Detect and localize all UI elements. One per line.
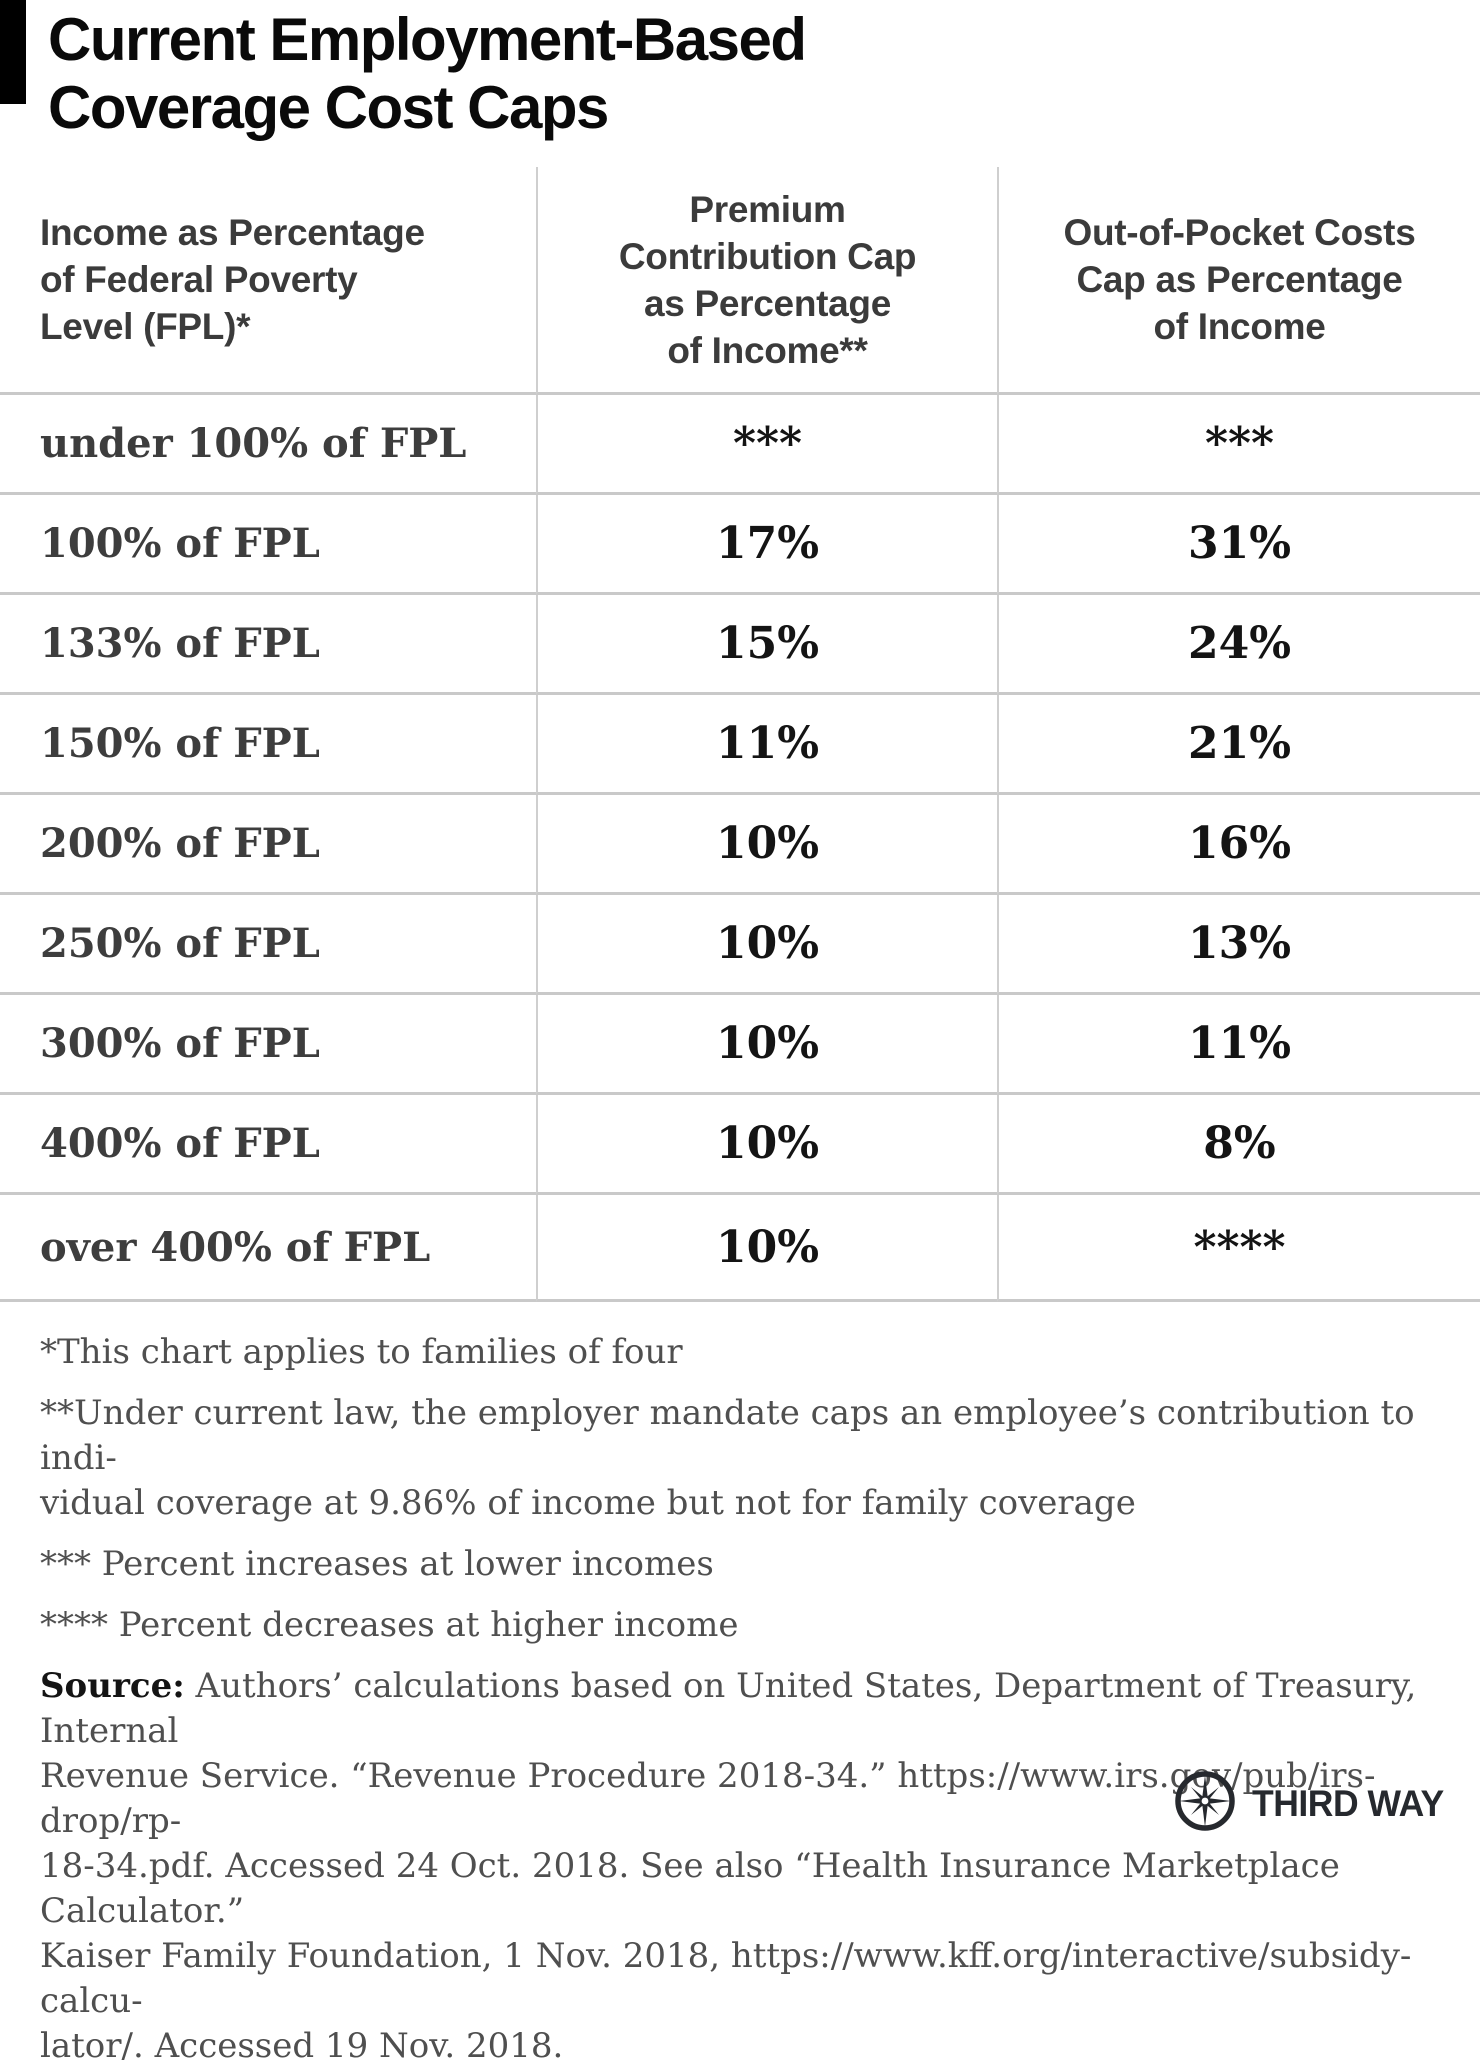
income-cell: 133% of FPL (0, 595, 536, 695)
footnote-percent-increases: *** Percent increases at lower incomes (40, 1544, 714, 1584)
third-way-wordmark: THIRD WAY (1252, 1782, 1445, 1824)
income-cell: 300% of FPL (0, 995, 536, 1095)
premium-cap-cell: 10% (536, 1195, 997, 1302)
premium-cap-cell: 10% (536, 795, 997, 895)
column-header-premium-cap: Premium Contribution Cap as Percentage o… (536, 167, 997, 395)
premium-cap-cell: 11% (536, 695, 997, 795)
oop-cap-cell: 24% (997, 595, 1480, 695)
footnote-families: *This chart applies to families of four (40, 1332, 683, 1372)
oop-cap-cell: *** (997, 395, 1480, 495)
title-accent-bar (0, 0, 26, 104)
oop-cap-cell: 31% (997, 495, 1480, 595)
page-title: Current Employment-Based Coverage Cost C… (48, 6, 807, 141)
income-cell: 400% of FPL (0, 1095, 536, 1195)
income-cell: 200% of FPL (0, 795, 536, 895)
income-cell: over 400% of FPL (0, 1195, 536, 1302)
oop-cap-cell: 21% (997, 695, 1480, 795)
column-header-oop-cap-label: Out-of-Pocket Costs Cap as Percentage of… (1063, 212, 1416, 347)
source-label: Source: (40, 1666, 185, 1706)
premium-cap-cell: *** (536, 395, 997, 495)
column-header-income: Income as Percentage of Federal Poverty … (0, 167, 536, 395)
premium-cap-cell: 10% (536, 1095, 997, 1195)
column-header-premium-cap-label: Premium Contribution Cap as Percentage o… (618, 188, 917, 371)
premium-cap-cell: 17% (536, 495, 997, 595)
source-first-line: Authors’ calculations based on United St… (40, 1666, 1417, 1751)
column-header-oop-cap: Out-of-Pocket Costs Cap as Percentage of… (997, 167, 1480, 395)
income-cell: 250% of FPL (0, 895, 536, 995)
premium-cap-cell: 15% (536, 595, 997, 695)
third-way-logo: THIRD WAY (1174, 1770, 1452, 1837)
oop-cap-cell: **** (997, 1195, 1480, 1302)
column-header-income-label: Income as Percentage of Federal Poverty … (40, 212, 425, 347)
premium-cap-cell: 10% (536, 895, 997, 995)
oop-cap-cell: 13% (997, 895, 1480, 995)
oop-cap-cell: 11% (997, 995, 1480, 1095)
source-note: Source: Authors’ calculations based on U… (40, 1664, 1460, 2069)
footnotes-section: *This chart applies to families of four … (40, 1330, 1460, 2069)
income-cell: under 100% of FPL (0, 395, 536, 495)
footnote-percent-decreases: **** Percent decreases at higher income (40, 1605, 739, 1645)
oop-cap-cell: 16% (997, 795, 1480, 895)
footnote-employer-mandate: **Under current law, the employer mandat… (40, 1393, 1415, 1523)
cost-caps-table: Income as Percentage of Federal Poverty … (0, 167, 1480, 1302)
income-cell: 150% of FPL (0, 695, 536, 795)
income-cell: 100% of FPL (0, 495, 536, 595)
premium-cap-cell: 10% (536, 995, 997, 1095)
compass-icon (1174, 1770, 1236, 1837)
oop-cap-cell: 8% (997, 1095, 1480, 1195)
